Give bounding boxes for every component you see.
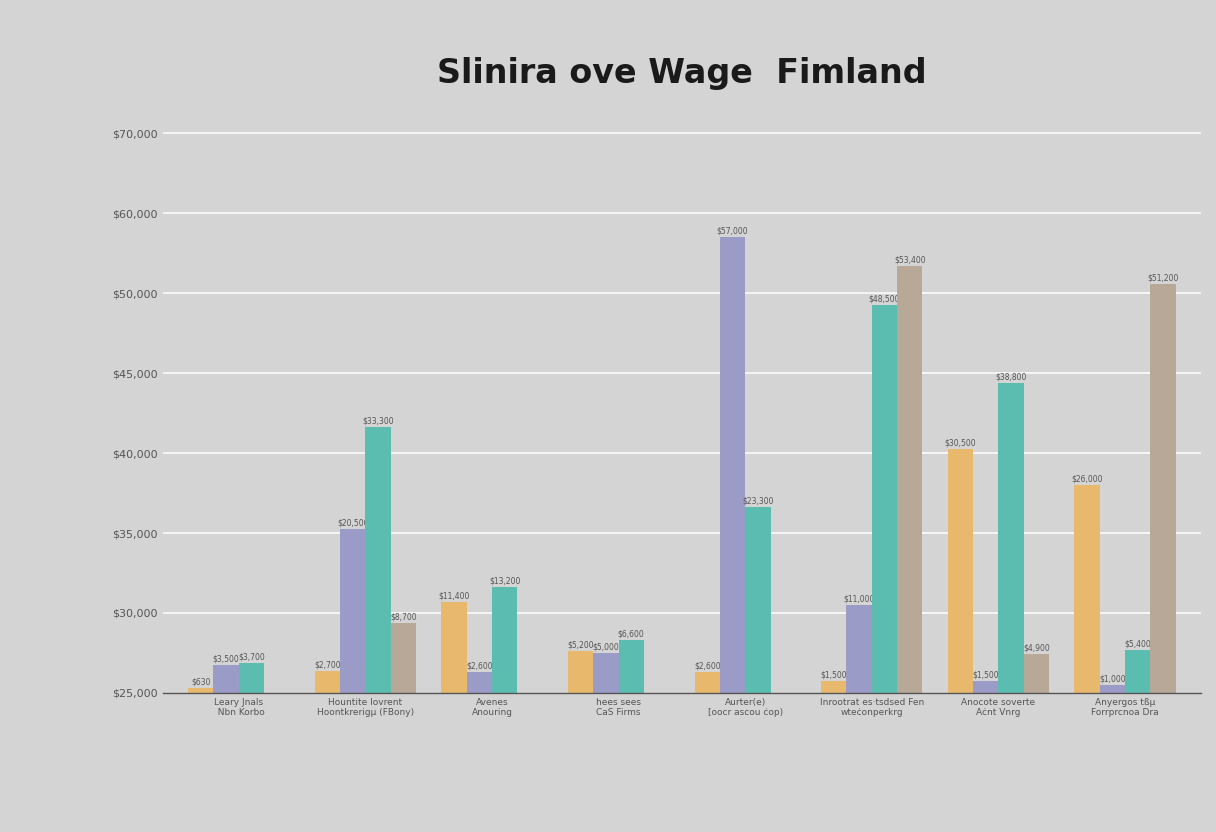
Text: $38,800: $38,800 — [996, 372, 1026, 381]
Bar — [315, 671, 340, 693]
Text: $1,000: $1,000 — [1099, 674, 1126, 683]
Bar — [188, 688, 214, 693]
Text: $23,300: $23,300 — [742, 496, 773, 505]
Text: $48,500: $48,500 — [868, 295, 900, 304]
Text: $11,000: $11,000 — [844, 594, 874, 603]
Text: $3,700: $3,700 — [238, 653, 265, 661]
Bar — [340, 529, 365, 693]
Bar — [593, 653, 619, 693]
Bar — [467, 672, 492, 693]
Bar — [1099, 685, 1125, 693]
Text: $11,400: $11,400 — [438, 592, 469, 600]
Bar — [390, 623, 416, 693]
Bar — [745, 507, 771, 693]
Bar — [214, 665, 238, 693]
Bar — [441, 602, 467, 693]
Bar — [619, 640, 644, 693]
Text: $5,200: $5,200 — [568, 641, 593, 650]
Text: $53,400: $53,400 — [894, 255, 925, 265]
Text: $6,600: $6,600 — [618, 630, 644, 638]
Text: $2,700: $2,700 — [314, 661, 340, 670]
Text: $1,500: $1,500 — [821, 671, 848, 679]
Bar — [492, 587, 517, 693]
Text: $30,500: $30,500 — [945, 438, 976, 448]
Bar — [897, 266, 923, 693]
Text: $20,500: $20,500 — [337, 518, 368, 527]
Text: $2,600: $2,600 — [466, 661, 492, 671]
Text: $1,500: $1,500 — [973, 671, 1000, 679]
Bar — [872, 305, 897, 693]
Bar — [365, 427, 390, 693]
Text: $4,900: $4,900 — [1023, 643, 1049, 652]
Bar — [1125, 650, 1150, 693]
Text: $33,300: $33,300 — [362, 416, 394, 425]
Text: $3,500: $3,500 — [213, 654, 240, 663]
Bar — [846, 605, 872, 693]
Text: $8,700: $8,700 — [390, 612, 417, 622]
Bar — [973, 681, 998, 693]
Bar — [947, 449, 973, 693]
Bar — [238, 663, 264, 693]
Bar — [1024, 654, 1049, 693]
Bar — [821, 681, 846, 693]
Text: $57,000: $57,000 — [716, 226, 748, 235]
Text: $26,000: $26,000 — [1071, 474, 1103, 483]
Text: $5,400: $5,400 — [1125, 639, 1152, 648]
Text: $51,200: $51,200 — [1148, 273, 1178, 282]
Bar — [568, 651, 593, 693]
Bar — [1075, 485, 1099, 693]
Title: Slinira ove Wage  Fimland: Slinira ove Wage Fimland — [437, 57, 927, 90]
Bar — [998, 383, 1024, 693]
Text: $13,200: $13,200 — [489, 577, 520, 586]
Text: $630: $630 — [191, 677, 210, 686]
Text: $5,000: $5,000 — [592, 642, 619, 651]
Bar — [694, 672, 720, 693]
Bar — [720, 237, 745, 693]
Text: $2,600: $2,600 — [694, 661, 721, 671]
Bar — [1150, 284, 1176, 693]
